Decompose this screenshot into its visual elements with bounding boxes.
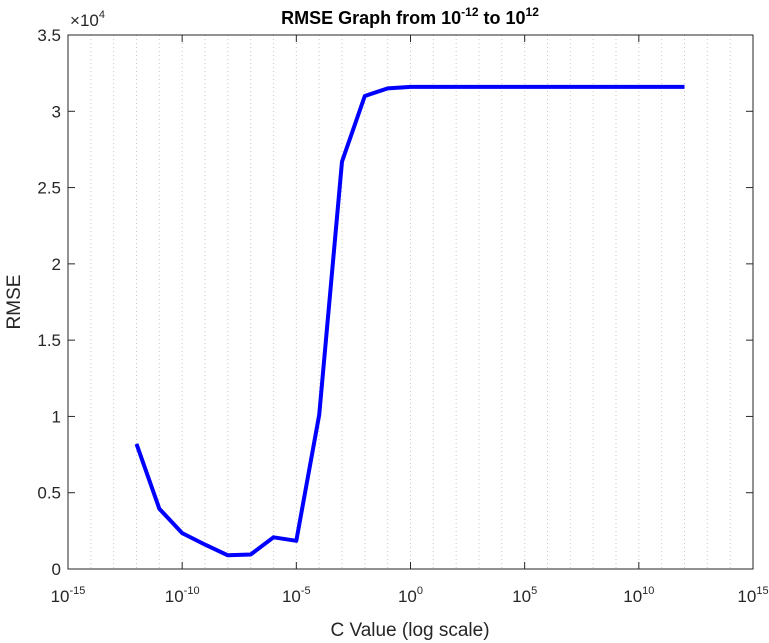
y-tick-label: 3 — [52, 102, 61, 121]
rmse-series-line — [134, 84, 685, 558]
y-tick-label: 2.5 — [37, 179, 61, 198]
y-tick-label: 3.5 — [37, 26, 61, 45]
y-tick-label: 0.5 — [37, 484, 61, 503]
x-tick-label: 10-10 — [165, 585, 200, 606]
x-tick-label: 1010 — [623, 585, 654, 606]
x-axis-label: C Value (log scale) — [330, 620, 489, 641]
x-tick-labels: 10-15 10-10 10-5 100 105 1010 1015 — [51, 585, 769, 606]
series-layer — [134, 84, 685, 558]
y-axis-multiplier: ×104 — [70, 9, 105, 30]
y-tick-label: 1.5 — [37, 331, 61, 350]
tick-marks — [67, 34, 754, 570]
y-axis-label: RMSE — [4, 275, 25, 330]
grid-lines — [90, 35, 731, 569]
x-tick-label: 10-15 — [51, 585, 86, 606]
x-tick-label: 100 — [398, 585, 423, 606]
x-tick-label: 10-5 — [282, 585, 311, 606]
x-tick-label: 105 — [512, 585, 537, 606]
chart-title: RMSE Graph from 10-12 to 1012 — [281, 5, 539, 28]
y-tick-label: 1 — [52, 407, 61, 426]
y-tick-labels: 0 0.5 1 1.5 2 2.5 3 3.5 — [37, 26, 61, 579]
y-tick-label: 0 — [52, 560, 61, 579]
y-tick-label: 2 — [52, 255, 61, 274]
x-tick-label: 1015 — [737, 585, 768, 606]
